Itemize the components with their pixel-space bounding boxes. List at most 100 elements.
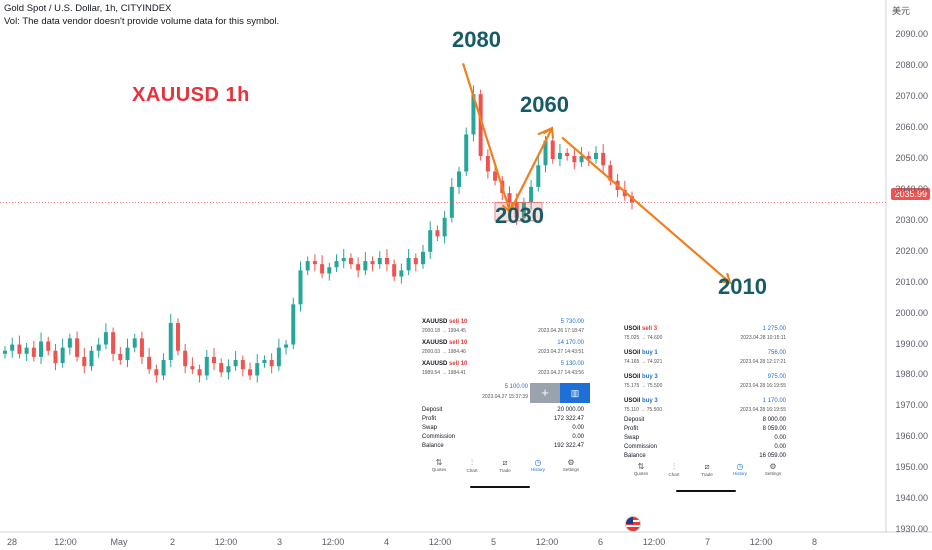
- pending-order-row[interactable]: 5 100.00 2023.04.27 15:37:39 + ▥: [418, 383, 590, 405]
- nav-tab-trade[interactable]: ⧄ Trade: [490, 458, 520, 473]
- candle-body: [356, 264, 361, 271]
- nav-tab-trade[interactable]: ⧄ Trade: [692, 462, 722, 477]
- nav-tab-settings[interactable]: ⚙ Settings: [758, 462, 788, 476]
- candle-body: [601, 152, 606, 166]
- candle-body: [154, 369, 159, 376]
- nav-tab-history[interactable]: ◷ History: [725, 462, 755, 476]
- position-profit: 1 170.00: [762, 398, 786, 404]
- position-profit: 5 130.00: [560, 361, 584, 367]
- y-tick-label: 1930.00: [895, 524, 928, 534]
- nav-trade-icon: ⧄: [502, 458, 508, 467]
- position-prices: 75.175 → 75.500: [624, 383, 663, 389]
- position-row[interactable]: USOil buy 1 74.165 → 74.921 756.00 2023.04.…: [620, 349, 792, 373]
- position-ticker: XAUUSD sell 10: [422, 361, 468, 367]
- y-tick-label: 2020.00: [895, 245, 928, 256]
- nav-settings-icon: ⚙: [567, 458, 575, 467]
- y-tick-label: 1950.00: [895, 462, 928, 473]
- x-tick-label: 6: [597, 537, 604, 547]
- position-ticker: USOil buy 1: [624, 350, 658, 356]
- candle-body: [536, 165, 541, 187]
- candle-body: [175, 322, 180, 351]
- candle-body: [183, 350, 188, 367]
- chart-icon-button[interactable]: ▥: [560, 383, 590, 403]
- candle-body: [219, 363, 224, 373]
- candle-body: [464, 134, 469, 172]
- candle-body: [557, 152, 562, 160]
- summary-label: Deposit: [422, 407, 443, 413]
- candle-body: [262, 360, 267, 364]
- summary-label: Balance: [422, 443, 444, 449]
- candle-body: [305, 261, 310, 271]
- y-tick-label: 2060.00: [895, 122, 928, 133]
- candle-body: [449, 186, 454, 218]
- summary-value: 0.00: [774, 435, 786, 441]
- position-prices: 75.025 → 74.600: [624, 335, 663, 341]
- nav-quotes-icon: ⇅: [435, 458, 443, 467]
- volume-note: Vol: The data vendor doesn't provide vol…: [4, 16, 280, 27]
- nav-tab-chart[interactable]: ⫶ Chart: [659, 462, 689, 477]
- candle-body: [31, 347, 36, 357]
- candle-body: [248, 369, 253, 376]
- y-tick-label: 2040.00: [895, 184, 928, 194]
- candle-body: [111, 332, 116, 354]
- candle-body: [550, 140, 555, 160]
- position-ticker: USOil sell 3: [624, 326, 658, 332]
- summary-label: Balance: [624, 453, 646, 459]
- position-row[interactable]: XAUUSD sell 10 2000.18 → 1994.45 5 730.00 2…: [418, 318, 590, 339]
- y-tick-label: 2050.00: [895, 153, 928, 164]
- candle-body: [53, 350, 58, 364]
- us-flag-icon[interactable]: [625, 516, 641, 532]
- summary-value: 0.00: [572, 434, 584, 440]
- nav-trade-icon: ⧄: [704, 462, 710, 471]
- summary-label: Commission: [624, 444, 658, 450]
- position-profit: 975.00: [767, 374, 786, 380]
- candle-body: [348, 258, 353, 265]
- candle-body: [75, 338, 80, 357]
- position-row[interactable]: XAUUSD sell 10 1989.54 → 1984.41 5 130.00 2…: [418, 360, 590, 381]
- candle-body: [233, 360, 238, 367]
- level-2010-label: 2010: [718, 274, 767, 299]
- summary-value: 172 322.47: [553, 416, 584, 422]
- position-row[interactable]: USOil sell 3 75.025 → 74.600 1 275.00 2023.…: [620, 325, 792, 349]
- candle-body: [608, 165, 613, 181]
- bottom-nav-left: ⇅ Quotes ⫶ Chart ⧄ Trade ◷ History ⚙ Settings: [418, 458, 590, 480]
- nav-history-icon: ◷: [736, 462, 744, 471]
- candle-body: [147, 356, 152, 370]
- candle-body: [586, 156, 591, 160]
- position-row[interactable]: USOil buy 3 75.110 → 75.500 1 170.00 2023.0…: [620, 397, 792, 421]
- candle-body: [435, 230, 440, 237]
- candle-body: [457, 171, 462, 187]
- nav-tab-quotes[interactable]: ⇅ Quotes: [626, 462, 656, 476]
- candle-body: [284, 344, 289, 348]
- y-tick-label: 1970.00: [895, 400, 928, 411]
- x-tick-label: 3: [276, 537, 283, 547]
- candle-body: [269, 360, 274, 367]
- x-tick-label: 12:00: [749, 537, 773, 547]
- nav-tab-settings[interactable]: ⚙ Settings: [556, 458, 586, 472]
- position-ticker: XAUUSD sell 10: [422, 340, 468, 346]
- candle-body: [428, 230, 433, 252]
- candle-body: [60, 347, 65, 364]
- trend-arrow-head: [719, 272, 732, 285]
- position-time: 2023.04.27 14:43:51: [538, 349, 584, 355]
- nav-tab-quotes[interactable]: ⇅ Quotes: [424, 458, 454, 472]
- x-tick-label: 12:00: [54, 537, 77, 547]
- nav-tab-history[interactable]: ◷ History: [523, 458, 553, 472]
- position-row[interactable]: XAUUSD sell 10 2000.03 → 1984.46 14 170.00…: [418, 339, 590, 360]
- nav-settings-icon: ⚙: [769, 462, 777, 471]
- position-row[interactable]: USOil buy 3 75.175 → 75.500 975.00 2023.04.…: [620, 373, 792, 397]
- candle-body: [521, 202, 526, 218]
- candle-body: [507, 193, 512, 203]
- candle-body: [485, 156, 490, 172]
- candle-body: [298, 270, 303, 305]
- candle-body: [39, 341, 44, 357]
- plus-button[interactable]: +: [530, 383, 560, 403]
- candle-body: [103, 332, 108, 345]
- level-2030-label: 2030: [495, 203, 544, 228]
- nav-tab-chart[interactable]: ⫶ Chart: [457, 458, 487, 473]
- home-indicator: [676, 490, 736, 492]
- nav-quotes-icon: ⇅: [637, 462, 645, 471]
- summary-label: Commission: [422, 434, 456, 440]
